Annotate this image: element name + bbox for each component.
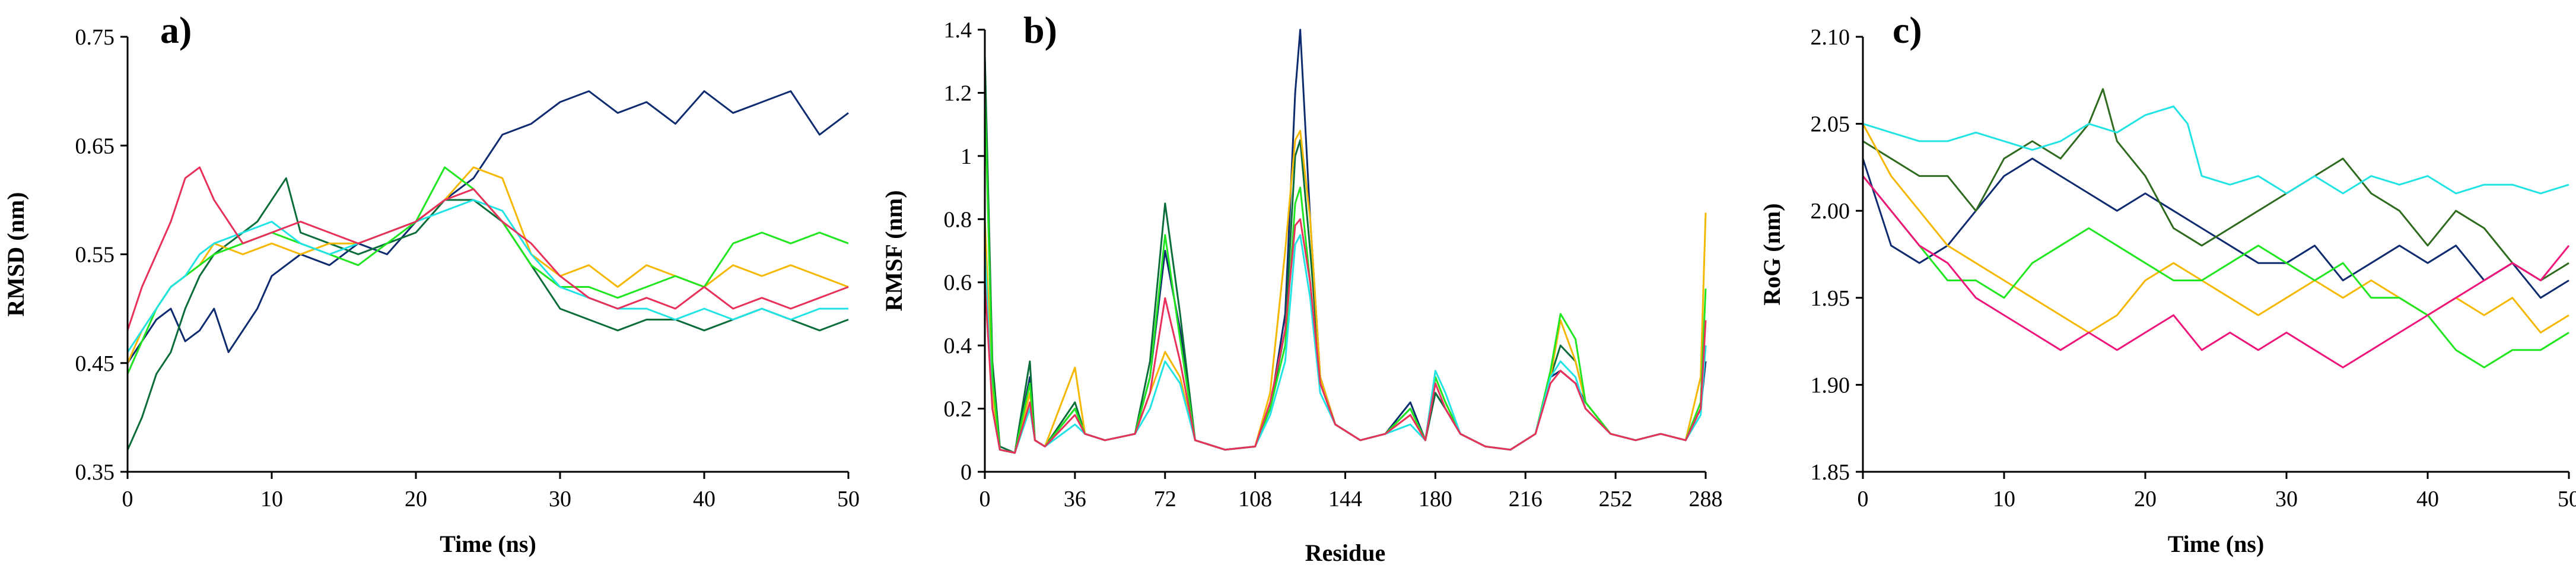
x-axis-title: Residue [1305,539,1386,566]
x-tick-label: 72 [1154,487,1176,512]
y-tick-label: 2.10 [1811,25,1850,50]
y-tick-label: 1.85 [1811,460,1850,485]
series-line-3-panel-3 [1862,123,2569,334]
series-line-3-panel-1 [126,166,849,364]
y-tick-label: 2.00 [1811,199,1850,224]
series-line-3-panel-2 [984,129,1707,454]
y-tick-label: 0.55 [75,243,115,268]
x-tick-label: 10 [260,487,283,512]
y-tick-label: 1.95 [1811,286,1850,311]
y-tick-label: 0.4 [944,334,972,358]
series-line-5-panel-3 [1862,105,2569,195]
y-tick-label: 0.75 [75,25,115,50]
series-line-6-panel-1 [126,166,849,331]
x-tick-label: 144 [1328,487,1362,512]
x-tick-label: 0 [122,487,133,512]
y-tick-label: 0.2 [944,397,972,422]
x-tick-label: 50 [837,487,860,512]
x-tick-label: 30 [2275,487,2298,512]
series-line-5-panel-1 [126,199,848,353]
x-axis-title: Time (ns) [440,531,536,557]
x-tick-label: 20 [2134,487,2157,512]
x-axis-title: Time (ns) [2168,531,2265,557]
y-axis-title: RoG (nm) [1758,203,1785,305]
x-tick-label: 40 [693,487,715,512]
series-line-4-panel-3 [1862,175,2569,369]
y-tick-label: 1.90 [1811,373,1850,398]
panel-label: b) [1023,9,1057,51]
x-tick-label: 10 [1993,487,2015,512]
x-tick-label: 0 [979,487,991,512]
y-tick-label: 0.35 [75,460,115,485]
panel-label: c) [1893,9,1922,51]
series-line-2-panel-3 [1862,88,2569,281]
x-tick-label: 216 [1509,487,1543,512]
series-line-6-panel-3 [1862,175,2570,369]
series-line-6-panel-2 [984,218,1707,454]
x-tick-label: 180 [1419,487,1452,512]
x-tick-label: 36 [1064,487,1086,512]
y-axis-title: RMSF (nm) [880,190,907,311]
x-tick-label: 108 [1238,487,1272,512]
series-line-1-panel-2 [984,28,1707,454]
y-tick-label: 1.2 [944,81,972,106]
y-tick-label: 0 [961,460,972,485]
y-tick-label: 0.8 [944,207,972,232]
x-tick-label: 40 [2416,487,2439,512]
series-line-4-panel-1 [126,166,849,374]
y-tick-label: 2.05 [1811,112,1850,137]
x-tick-label: 20 [405,487,427,512]
panel-label: a) [160,9,192,51]
y-tick-label: 0.45 [75,351,115,376]
x-tick-label: 30 [549,487,571,512]
series-line-2-panel-1 [126,177,849,450]
series-line-5-panel-2 [984,234,1707,454]
series-line-4-panel-2 [984,93,1707,454]
series-line-2-panel-2 [984,55,1707,454]
x-tick-label: 288 [1689,487,1723,512]
x-tick-label: 0 [1858,487,1869,512]
y-tick-label: 0.6 [944,271,972,296]
y-tick-label: 1 [961,144,972,169]
series-line-1-panel-1 [126,90,849,364]
y-tick-label: 0.65 [75,134,115,158]
x-tick-label: 252 [1599,487,1633,512]
y-tick-label: 1.4 [944,18,972,43]
y-axis-title: RMSD (nm) [2,192,29,317]
x-tick-label: 50 [2558,487,2576,512]
